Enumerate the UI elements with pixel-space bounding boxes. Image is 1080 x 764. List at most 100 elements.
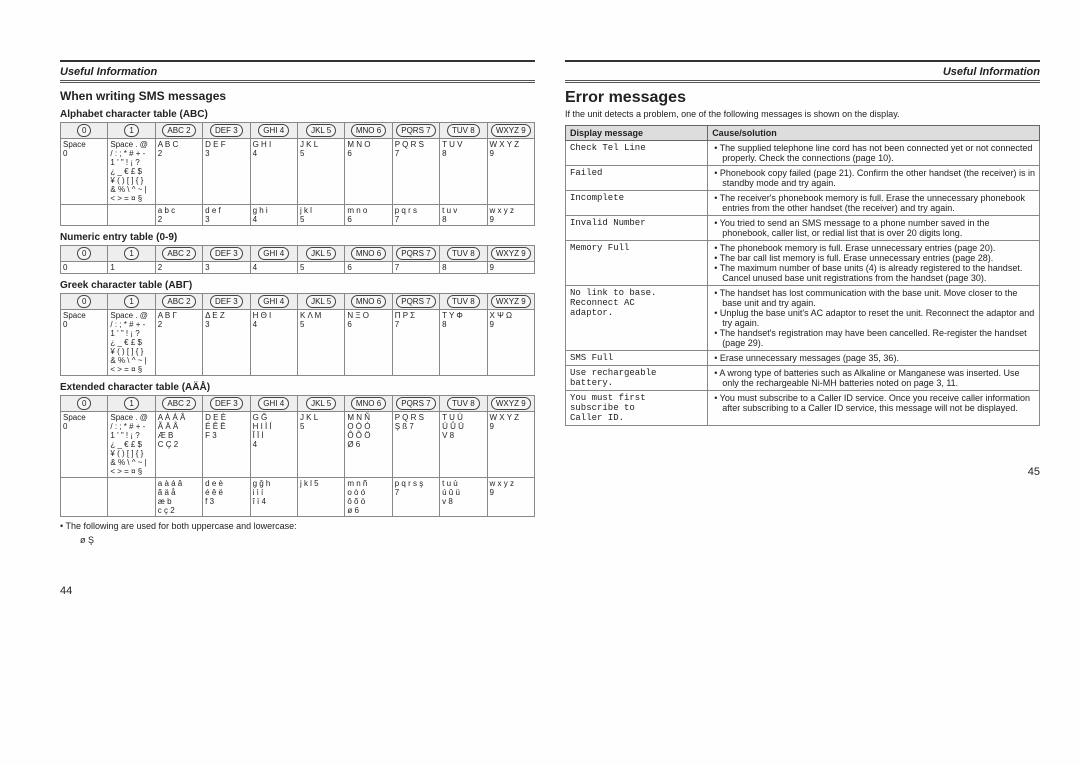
key-button: PQRS 7: [392, 294, 439, 310]
intro-text: If the unit detects a problem, one of th…: [565, 109, 1040, 119]
section-title: When writing SMS messages: [60, 89, 535, 103]
key-button: DEF 3: [203, 294, 250, 310]
col-header: Display message: [566, 126, 708, 141]
display-message: Invalid Number: [566, 216, 708, 241]
header-label: Useful Information: [943, 66, 1040, 78]
char-cell: j k l5: [297, 205, 344, 226]
key-button: ABC 2: [155, 246, 202, 262]
display-message: SMS Full: [566, 351, 708, 366]
char-cell: Space0: [61, 412, 108, 478]
char-cell: H Θ I4: [250, 310, 297, 376]
key-button: JKL 5: [297, 294, 344, 310]
cause-solution: • The phonebook memory is full. Erase un…: [708, 241, 1040, 286]
char-table: 01ABC 2DEF 3GHI 4JKL 5MNO 6PQRS 7TUV 8WX…: [60, 245, 535, 274]
char-cell: J K L5: [297, 139, 344, 205]
solution-item: • You tried to send an SMS message to a …: [712, 218, 1035, 238]
key-button: ABC 2: [155, 396, 202, 412]
char-cell: T Y Φ8: [440, 310, 487, 376]
header-row: Useful Information: [60, 64, 535, 81]
table-title: Greek character table (ABΓ): [60, 280, 535, 291]
key-button: PQRS 7: [392, 123, 439, 139]
rule: [60, 60, 535, 62]
table-row: No link to base.Reconnect ACadaptor.• Th…: [566, 286, 1040, 351]
char-cell: Space0: [61, 139, 108, 205]
char-cell: d e f3: [203, 205, 250, 226]
char-cell: [108, 205, 155, 226]
rule: [565, 60, 1040, 62]
table-row: You must firstsubscribe toCaller ID.• Yo…: [566, 391, 1040, 426]
table-row: SMS Full • Erase unnecessary messages (pa…: [566, 351, 1040, 366]
solution-item: • Phonebook copy failed (page 21). Confi…: [712, 168, 1035, 188]
solution-item: • The handset's registration may have be…: [712, 328, 1035, 348]
char-cell: 6: [345, 262, 392, 274]
key-button: 0: [61, 123, 108, 139]
char-cell: p q r s7: [392, 205, 439, 226]
char-cell: N Ξ O6: [345, 310, 392, 376]
char-cell: Π P Σ7: [392, 310, 439, 376]
char-cell: J K L5: [297, 412, 344, 478]
char-cell: d e èé ê ëf 3: [203, 478, 250, 517]
key-button: DEF 3: [203, 123, 250, 139]
key-button: TUV 8: [440, 123, 487, 139]
key-button: 0: [61, 396, 108, 412]
solution-item: • The maximum number of base units (4) i…: [712, 263, 1035, 283]
key-button: PQRS 7: [392, 396, 439, 412]
key-button: 0: [61, 246, 108, 262]
col-header: Cause/solution: [708, 126, 1040, 141]
key-button: GHI 4: [250, 396, 297, 412]
cause-solution: • The handset has lost communication wit…: [708, 286, 1040, 351]
key-button: 1: [108, 246, 155, 262]
solution-item: • The supplied telephone line cord has n…: [712, 143, 1035, 163]
char-cell: w x y z9: [487, 205, 534, 226]
table-row: Use rechargeablebattery.• A wrong type o…: [566, 366, 1040, 391]
page-number: 44: [60, 585, 535, 597]
key-button: MNO 6: [345, 123, 392, 139]
footnote: • The following are used for both upperc…: [60, 521, 535, 531]
table-title: Numeric entry table (0-9): [60, 232, 535, 243]
key-button: MNO 6: [345, 294, 392, 310]
key-button: GHI 4: [250, 294, 297, 310]
key-button: ABC 2: [155, 123, 202, 139]
page-left: Useful Information When writing SMS mess…: [60, 60, 535, 597]
char-cell: w x y z9: [487, 478, 534, 517]
char-cell: t u ùú û üv 8: [440, 478, 487, 517]
solution-item: • The handset has lost communication wit…: [712, 288, 1035, 308]
solution-item: • The bar call list memory is full. Eras…: [712, 253, 1035, 263]
display-message: Use rechargeablebattery.: [566, 366, 708, 391]
char-cell: T U V8: [440, 139, 487, 205]
cause-solution: • You must subscribe to a Caller ID serv…: [708, 391, 1040, 426]
table-row: Incomplete• The receiver's phonebook mem…: [566, 191, 1040, 216]
char-cell: Space0: [61, 310, 108, 376]
char-cell: t u v8: [440, 205, 487, 226]
char-cell: D E F3: [203, 139, 250, 205]
key-button: MNO 6: [345, 396, 392, 412]
char-cell: G ĞH I Ì ÍÎ Ï İ4: [250, 412, 297, 478]
char-cell: m n ño ò óô õ öø 6: [345, 478, 392, 517]
char-cell: 3: [203, 262, 250, 274]
char-cell: W X Y Z9: [487, 412, 534, 478]
key-button: WXYZ 9: [487, 294, 534, 310]
char-tables: Alphabet character table (ABC)01ABC 2DEF…: [60, 109, 535, 517]
display-message: No link to base.Reconnect ACadaptor.: [566, 286, 708, 351]
solution-item: • Unplug the base unit's AC adaptor to r…: [712, 308, 1035, 328]
key-button: 1: [108, 294, 155, 310]
display-message: Check Tel Line: [566, 141, 708, 166]
cause-solution: • You tried to send an SMS message to a …: [708, 216, 1040, 241]
key-button: GHI 4: [250, 246, 297, 262]
header-row: Useful Information: [565, 64, 1040, 81]
table-row: Memory Full• The phonebook memory is ful…: [566, 241, 1040, 286]
table-row: Invalid Number• You tried to send an SMS…: [566, 216, 1040, 241]
char-cell: [108, 478, 155, 517]
key-button: WXYZ 9: [487, 123, 534, 139]
char-cell: G H I4: [250, 139, 297, 205]
char-cell: [61, 478, 108, 517]
char-cell: A À Á ÂÃ Ä ÅÆ BC Ç 2: [155, 412, 202, 478]
key-button: DEF 3: [203, 246, 250, 262]
table-row: Check Tel Line• The supplied telephone l…: [566, 141, 1040, 166]
char-table: 01ABC 2DEF 3GHI 4JKL 5MNO 6PQRS 7TUV 8WX…: [60, 293, 535, 376]
key-button: WXYZ 9: [487, 246, 534, 262]
solution-item: • Erase unnecessary messages (page 35, 3…: [712, 353, 1035, 363]
char-cell: X Ψ Ω9: [487, 310, 534, 376]
error-table: Display message Cause/solution Check Tel…: [565, 125, 1040, 426]
solution-item: • The phonebook memory is full. Erase un…: [712, 243, 1035, 253]
